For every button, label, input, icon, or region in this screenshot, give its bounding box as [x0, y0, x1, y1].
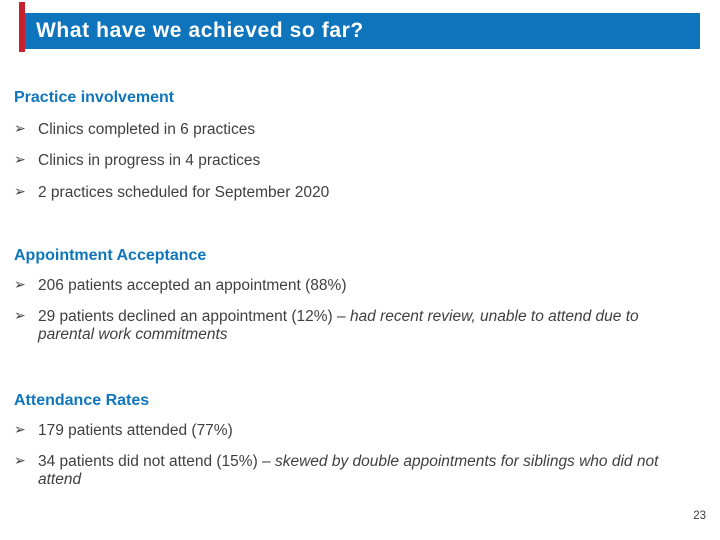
section-heading-appointment-acceptance: Appointment Acceptance — [14, 247, 207, 264]
bullet-item: ➢ 179 patients attended (77%) — [14, 422, 692, 440]
bullet-text: 179 patients attended (77%) — [38, 422, 692, 440]
bullet-text-italic: had recent review, unable to attend due … — [38, 308, 639, 343]
bullet-text-normal: 179 patients attended (77%) — [38, 422, 233, 439]
bullet-item: ➢ 2 practices scheduled for September 20… — [14, 184, 692, 202]
bullet-text: 206 patients accepted an appointment (88… — [38, 277, 692, 295]
bullet-text-normal: Clinics in progress in 4 practices — [38, 152, 261, 169]
red-accent-bar — [19, 2, 25, 52]
arrow-bullet-icon: ➢ — [14, 152, 26, 168]
bullet-text: 34 patients did not attend (15%) – skewe… — [38, 453, 692, 488]
bullet-text-normal: Clinics completed in 6 practices — [38, 121, 256, 138]
bullet-text-italic: skewed by double appointments for siblin… — [38, 453, 659, 488]
bullet-item: ➢ Clinics completed in 6 practices — [14, 121, 692, 139]
page-number: 23 — [693, 510, 706, 522]
arrow-bullet-icon: ➢ — [14, 277, 26, 293]
arrow-bullet-icon: ➢ — [14, 184, 26, 200]
arrow-bullet-icon: ➢ — [14, 453, 26, 469]
bullet-text: 2 practices scheduled for September 2020 — [38, 184, 692, 202]
title-bar: What have we achieved so far? — [25, 13, 700, 49]
bullet-text: Clinics in progress in 4 practices — [38, 152, 692, 170]
bullet-text: Clinics completed in 6 practices — [38, 121, 692, 139]
section-heading-attendance-rates: Attendance Rates — [14, 392, 150, 409]
bullet-item: ➢ 34 patients did not attend (15%) – ske… — [14, 453, 692, 488]
bullet-text-normal: 206 patients accepted an appointment (88… — [38, 277, 347, 294]
bullet-text: 29 patients declined an appointment (12%… — [38, 308, 692, 343]
bullet-item: ➢ 29 patients declined an appointment (1… — [14, 308, 692, 343]
bullet-text-normal: 2 practices scheduled for September 2020 — [38, 184, 330, 201]
arrow-bullet-icon: ➢ — [14, 121, 26, 137]
bullet-text-normal: 29 patients declined an appointment (12%… — [38, 308, 350, 325]
arrow-bullet-icon: ➢ — [14, 308, 26, 324]
slide-title: What have we achieved so far? — [36, 19, 364, 42]
arrow-bullet-icon: ➢ — [14, 422, 26, 438]
bullet-item: ➢ 206 patients accepted an appointment (… — [14, 277, 692, 295]
bullet-text-normal: 34 patients did not attend (15%) – — [38, 453, 275, 470]
bullet-item: ➢ Clinics in progress in 4 practices — [14, 152, 692, 170]
section-heading-practice-involvement: Practice involvement — [14, 89, 175, 106]
